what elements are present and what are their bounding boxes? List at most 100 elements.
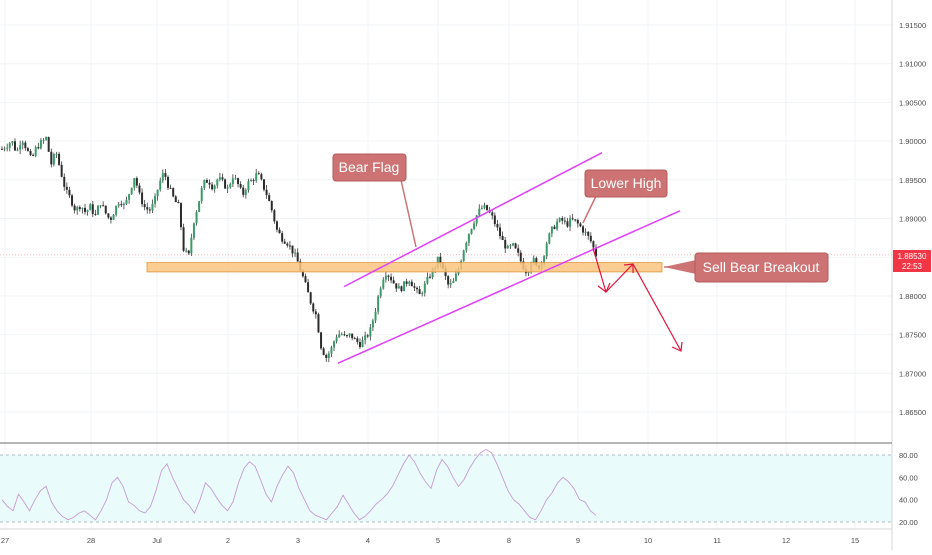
candle bbox=[356, 336, 359, 345]
candle bbox=[159, 177, 162, 192]
candle-body bbox=[467, 233, 470, 243]
candle bbox=[45, 136, 48, 141]
candle-body bbox=[543, 256, 546, 263]
sell-breakout-label: Sell Bear Breakout bbox=[703, 259, 820, 275]
candle-body bbox=[262, 179, 265, 190]
candle-body bbox=[203, 180, 206, 189]
candle bbox=[465, 241, 468, 253]
candle bbox=[558, 217, 561, 223]
candle-body bbox=[314, 311, 317, 315]
candle bbox=[138, 183, 141, 195]
candle bbox=[480, 205, 483, 210]
candle bbox=[169, 184, 172, 189]
candle bbox=[366, 333, 369, 339]
candle bbox=[410, 279, 413, 287]
candle bbox=[130, 187, 133, 195]
candle-body bbox=[192, 223, 195, 238]
candle bbox=[231, 174, 234, 187]
candle bbox=[135, 176, 138, 189]
candle bbox=[377, 294, 380, 315]
candle-body bbox=[397, 286, 400, 289]
candle bbox=[52, 152, 55, 167]
candle-body bbox=[195, 211, 198, 224]
candle-body bbox=[548, 233, 551, 244]
candle bbox=[556, 218, 559, 231]
candle bbox=[205, 178, 208, 183]
candle bbox=[449, 279, 452, 289]
candle bbox=[569, 215, 572, 232]
candle-body bbox=[506, 245, 509, 249]
candle-body bbox=[185, 250, 188, 252]
candle bbox=[94, 209, 97, 216]
candle-body bbox=[480, 208, 483, 210]
candle-body bbox=[172, 188, 175, 197]
x-tick-label: 4 bbox=[366, 536, 370, 545]
candle-body bbox=[255, 173, 258, 181]
candle-body bbox=[291, 245, 294, 254]
candle-body bbox=[501, 236, 504, 241]
candle bbox=[312, 302, 315, 314]
candle-body bbox=[278, 229, 281, 234]
candle bbox=[563, 216, 566, 225]
candle bbox=[416, 286, 419, 294]
candle bbox=[587, 231, 590, 240]
candle-body bbox=[156, 189, 159, 197]
candle bbox=[143, 199, 146, 211]
candle-body bbox=[231, 178, 234, 185]
candle-body bbox=[26, 148, 29, 151]
candle-body bbox=[377, 296, 380, 312]
candle-body bbox=[592, 241, 595, 248]
candle-body bbox=[273, 210, 276, 222]
candle bbox=[192, 222, 195, 241]
candle bbox=[133, 177, 136, 191]
candle bbox=[182, 223, 185, 253]
candle bbox=[257, 171, 260, 175]
candle-body bbox=[361, 340, 364, 347]
candle-body bbox=[283, 241, 286, 244]
candle bbox=[519, 250, 522, 265]
x-tick-label: 11 bbox=[713, 536, 721, 545]
candle-body bbox=[532, 258, 535, 264]
candle-body bbox=[107, 213, 110, 218]
candle bbox=[369, 324, 372, 341]
candle-body bbox=[423, 283, 426, 293]
rsi-tick-label: 20.00 bbox=[899, 518, 918, 527]
candle bbox=[270, 200, 273, 213]
x-tick-label: 2 bbox=[226, 536, 230, 545]
candle-body bbox=[125, 199, 128, 204]
candle-body bbox=[52, 154, 55, 165]
arrowhead bbox=[597, 282, 611, 293]
candle-body bbox=[229, 184, 232, 188]
candle bbox=[68, 186, 71, 198]
candle-body bbox=[11, 141, 14, 144]
candle bbox=[187, 249, 190, 255]
y-tick-label: 1.88000 bbox=[899, 292, 926, 301]
candle bbox=[200, 185, 203, 204]
candle-body bbox=[130, 187, 133, 195]
y-tick-label: 1.87000 bbox=[899, 369, 926, 378]
candle-body bbox=[94, 213, 97, 215]
candle bbox=[154, 193, 157, 208]
candle-body bbox=[275, 221, 278, 230]
candle bbox=[29, 148, 32, 156]
candle bbox=[107, 213, 110, 220]
x-tick-label: 27 bbox=[1, 536, 9, 545]
candle bbox=[203, 179, 206, 190]
candle-body bbox=[84, 207, 87, 212]
candle-body bbox=[71, 195, 74, 206]
y-tick-label: 1.87500 bbox=[899, 331, 926, 340]
candle bbox=[1, 146, 3, 150]
candle bbox=[99, 205, 102, 209]
candle bbox=[491, 209, 494, 220]
candle-body bbox=[6, 147, 9, 149]
candle-body bbox=[439, 256, 442, 264]
candle bbox=[273, 209, 276, 224]
candle bbox=[112, 214, 115, 220]
candle bbox=[493, 212, 496, 227]
candle-body bbox=[226, 187, 229, 189]
candle bbox=[60, 161, 63, 178]
candle-body bbox=[595, 247, 597, 257]
candle bbox=[278, 227, 281, 234]
candle-body bbox=[221, 177, 224, 180]
candle-body bbox=[250, 180, 253, 182]
